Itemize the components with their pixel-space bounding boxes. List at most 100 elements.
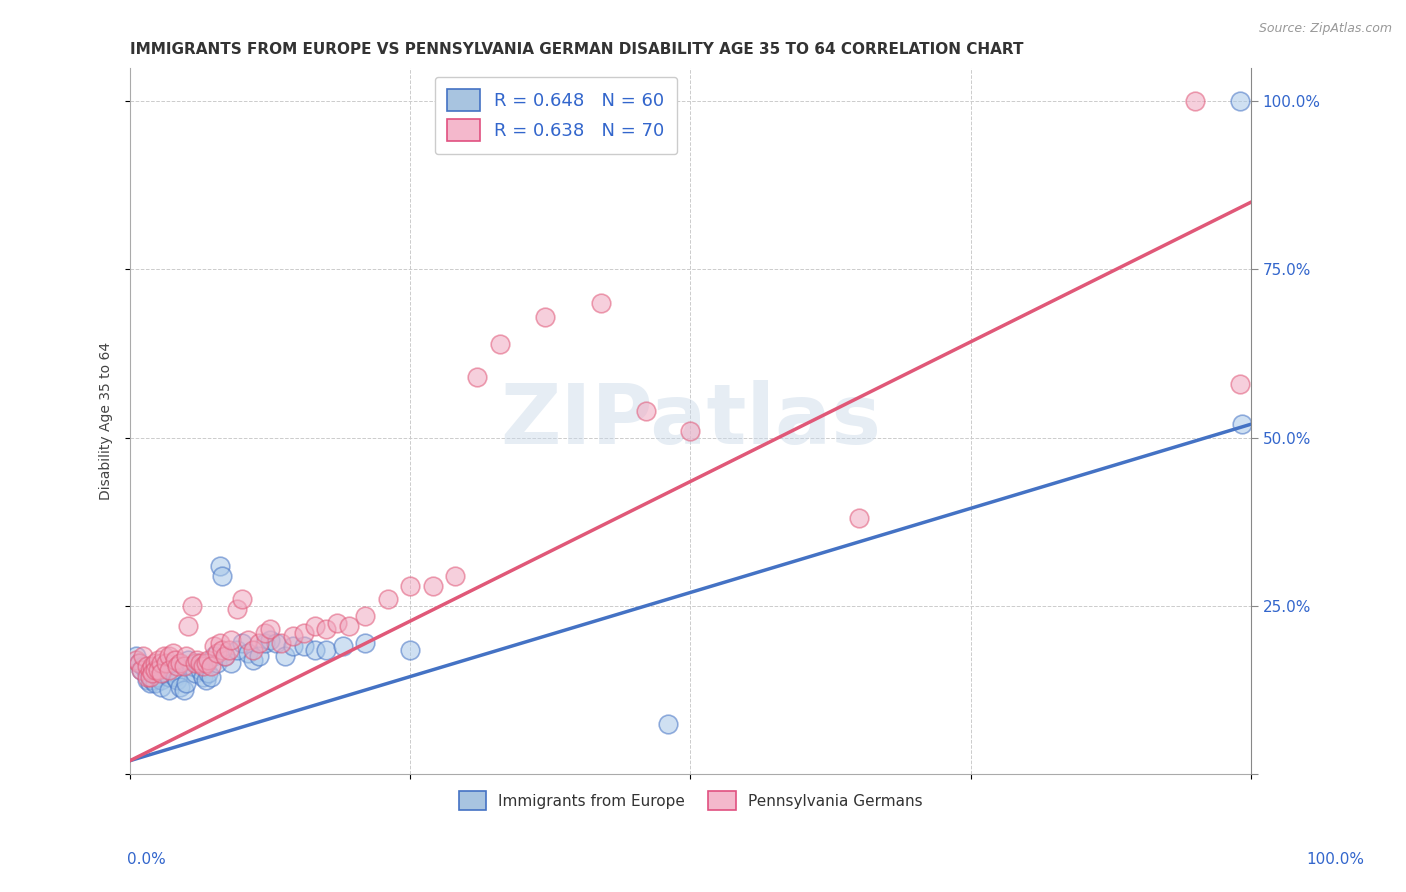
Point xyxy=(315,623,337,637)
Point xyxy=(489,336,512,351)
Point xyxy=(135,666,157,681)
Point xyxy=(143,656,166,670)
Point xyxy=(270,636,292,650)
Point xyxy=(157,683,180,698)
Point xyxy=(191,669,214,683)
Point xyxy=(242,653,264,667)
Point xyxy=(169,680,191,694)
Point xyxy=(247,636,270,650)
Point xyxy=(467,370,489,384)
Point xyxy=(135,673,157,687)
Point xyxy=(139,663,162,677)
Point xyxy=(177,653,200,667)
Point xyxy=(143,663,166,677)
Text: 100.0%: 100.0% xyxy=(1306,852,1364,867)
Legend: Immigrants from Europe, Pennsylvania Germans: Immigrants from Europe, Pennsylvania Ger… xyxy=(453,785,928,816)
Point xyxy=(169,656,191,670)
Point xyxy=(150,656,173,670)
Point xyxy=(188,656,211,670)
Point xyxy=(259,632,281,647)
Point xyxy=(589,296,612,310)
Point xyxy=(124,653,146,667)
Point xyxy=(218,642,240,657)
Point xyxy=(208,558,231,573)
Point xyxy=(247,649,270,664)
Point xyxy=(139,669,162,683)
Point xyxy=(150,673,173,687)
Point xyxy=(273,649,295,664)
Point xyxy=(155,666,177,681)
Point xyxy=(180,599,202,613)
Point xyxy=(292,640,315,654)
Point xyxy=(141,659,163,673)
Point xyxy=(180,659,202,673)
Point xyxy=(533,310,555,324)
Point xyxy=(163,669,186,683)
Point xyxy=(129,663,152,677)
Text: 0.0%: 0.0% xyxy=(127,852,166,867)
Text: Source: ZipAtlas.com: Source: ZipAtlas.com xyxy=(1258,22,1392,36)
Point xyxy=(315,642,337,657)
Point xyxy=(162,646,184,660)
Point xyxy=(173,659,195,673)
Point xyxy=(141,663,163,677)
Point xyxy=(281,640,304,654)
Point xyxy=(186,653,208,667)
Point xyxy=(225,602,247,616)
Point xyxy=(259,623,281,637)
Point xyxy=(157,649,180,664)
Point xyxy=(135,669,157,683)
Text: IMMIGRANTS FROM EUROPE VS PENNSYLVANIA GERMAN DISABILITY AGE 35 TO 64 CORRELATIO: IMMIGRANTS FROM EUROPE VS PENNSYLVANIA G… xyxy=(129,42,1024,57)
Point xyxy=(197,666,219,681)
Point xyxy=(253,636,276,650)
Point xyxy=(264,636,287,650)
Point xyxy=(132,659,155,673)
Y-axis label: Disability Age 35 to 64: Disability Age 35 to 64 xyxy=(100,342,114,500)
Point xyxy=(211,568,233,582)
Point xyxy=(163,653,186,667)
Point xyxy=(679,424,702,438)
Point xyxy=(253,625,276,640)
Point xyxy=(281,629,304,643)
Point xyxy=(152,659,174,673)
Point xyxy=(1230,417,1253,432)
Point xyxy=(211,642,233,657)
Point xyxy=(191,659,214,673)
Point xyxy=(292,625,315,640)
Point xyxy=(231,592,253,607)
Point xyxy=(139,669,162,683)
Point xyxy=(208,636,231,650)
Point xyxy=(146,663,169,677)
Point xyxy=(200,669,222,683)
Point xyxy=(143,666,166,681)
Point xyxy=(304,642,326,657)
Point xyxy=(634,404,657,418)
Point xyxy=(188,663,211,677)
Point xyxy=(195,673,218,687)
Point xyxy=(155,656,177,670)
Point xyxy=(141,673,163,687)
Point xyxy=(146,653,169,667)
Point xyxy=(152,649,174,664)
Point xyxy=(214,649,236,664)
Point xyxy=(173,683,195,698)
Point xyxy=(657,716,679,731)
Point xyxy=(304,619,326,633)
Point xyxy=(124,649,146,664)
Point xyxy=(174,649,197,664)
Point xyxy=(200,659,222,673)
Point xyxy=(146,663,169,677)
Point xyxy=(128,656,150,670)
Point xyxy=(1184,95,1206,109)
Point xyxy=(219,632,242,647)
Point xyxy=(214,649,236,664)
Point xyxy=(1229,95,1251,109)
Point xyxy=(377,592,399,607)
Point xyxy=(174,676,197,690)
Point xyxy=(143,676,166,690)
Point xyxy=(197,653,219,667)
Point xyxy=(422,579,444,593)
Point xyxy=(1229,376,1251,391)
Point xyxy=(162,663,184,677)
Point xyxy=(157,663,180,677)
